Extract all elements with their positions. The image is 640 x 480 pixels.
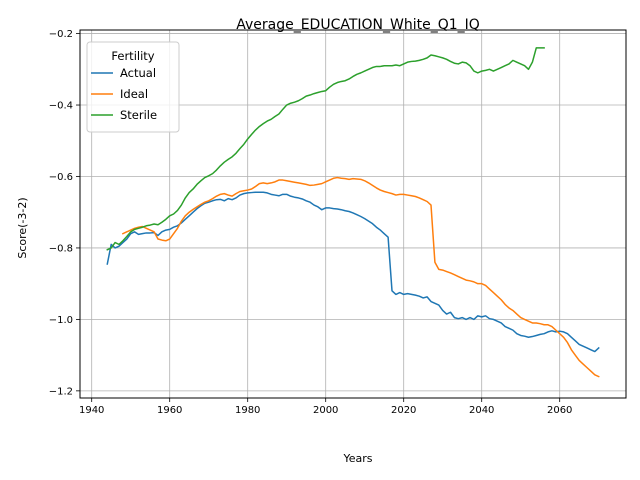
y-tick-label: −1.2 — [49, 386, 73, 397]
plot-area-frame — [79, 29, 627, 399]
x-axis-label: Years — [342, 452, 372, 465]
series-lines — [106, 47, 600, 378]
series-line-sterile — [106, 47, 545, 251]
legend-title: Fertility — [111, 49, 154, 63]
x-tick-label: 1980 — [235, 405, 260, 416]
y-tick-label: −0.2 — [49, 29, 73, 40]
y-axis-label: Score(-3-2) — [16, 197, 29, 258]
y-tick-label: −0.6 — [49, 172, 73, 183]
y-tick-label: −0.4 — [49, 101, 73, 112]
x-axis: 1940 1960 1980 2000 2020 2040 2060 — [79, 398, 572, 416]
legend-label-sterile: Sterile — [120, 108, 157, 122]
y-axis: −1.2 −1.0 −0.8 −0.6 −0.4 −0.2 — [49, 29, 80, 397]
series-line-actual — [106, 191, 600, 353]
legend-label-actual: Actual — [120, 66, 156, 80]
grid — [80, 30, 626, 398]
y-tick-label: −0.8 — [49, 243, 73, 254]
legend-box — [86, 41, 180, 133]
x-tick-label: 2040 — [469, 405, 494, 416]
x-tick-label: 2020 — [391, 405, 416, 416]
legend-items: Actual Ideal Sterile — [91, 66, 157, 122]
series-line-ideal — [121, 176, 600, 378]
y-tick-label: −1.0 — [49, 315, 73, 326]
chart-title: Average_EDUCATION_White_Q1_IQ — [236, 17, 480, 33]
x-tick-label: 1940 — [79, 405, 104, 416]
legend: Fertility Actual Ideal Sterile — [86, 41, 180, 133]
x-tick-label: 2000 — [313, 405, 338, 416]
x-tick-label: 1960 — [157, 405, 182, 416]
legend-label-ideal: Ideal — [120, 87, 148, 101]
x-tick-label: 2060 — [547, 405, 572, 416]
